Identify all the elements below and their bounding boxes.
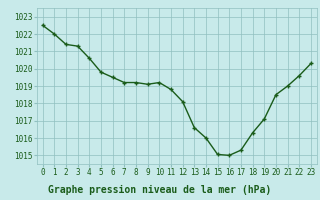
Text: Graphe pression niveau de la mer (hPa): Graphe pression niveau de la mer (hPa) xyxy=(48,185,272,195)
